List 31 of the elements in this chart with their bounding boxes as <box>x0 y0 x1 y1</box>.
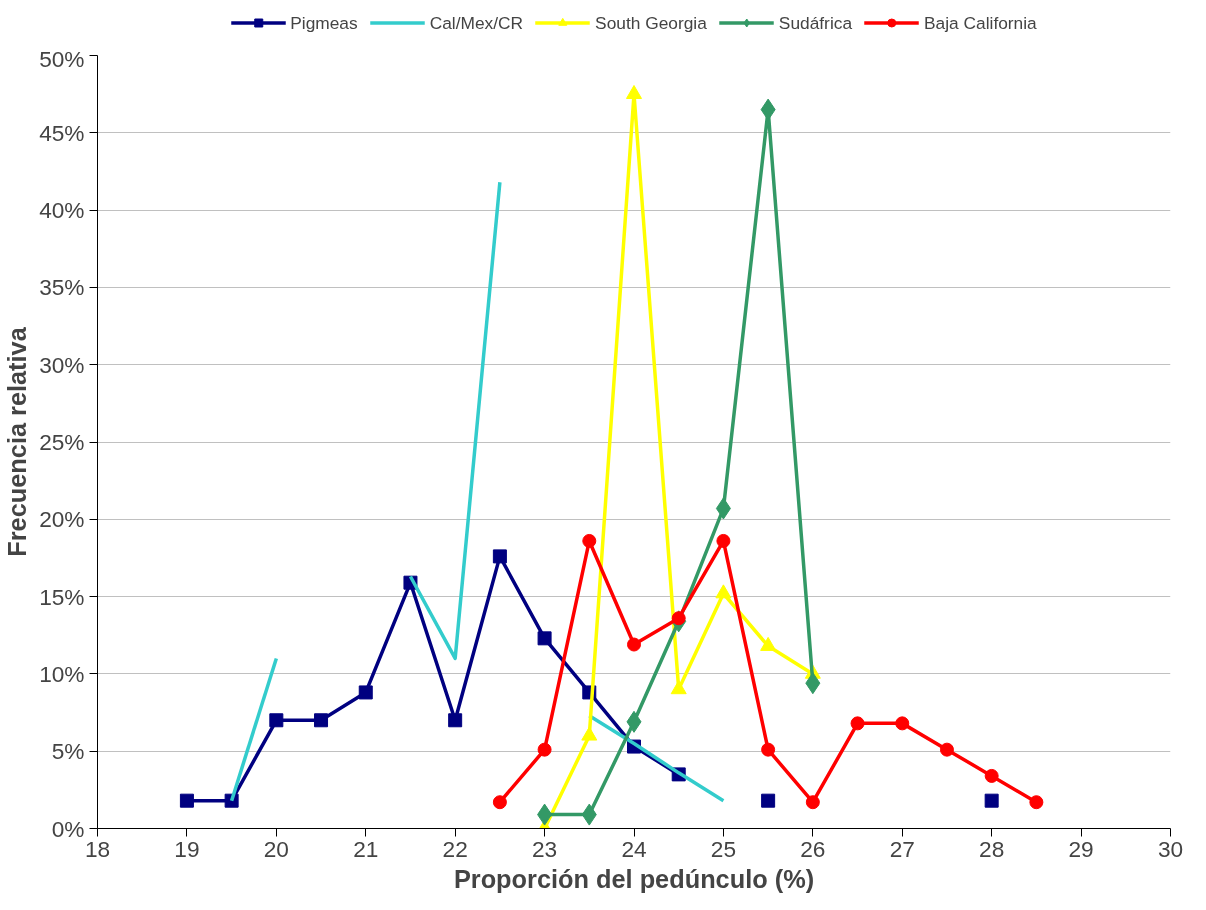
x-tick-label: 27 <box>889 835 915 862</box>
x-tick-label: 24 <box>621 835 647 862</box>
legend-label: Pigmeas <box>290 12 358 33</box>
x-tick-label: 26 <box>800 835 826 862</box>
y-tick-label: 45% <box>39 119 85 146</box>
x-tick-label: 28 <box>979 835 1005 862</box>
y-tick-label: 15% <box>39 583 85 610</box>
y-tick-label: 30% <box>39 351 85 378</box>
y-tick-label: 5% <box>51 738 85 765</box>
x-axis-title: Proporción del pedúnculo (%) <box>453 864 815 893</box>
y-tick-label: 25% <box>39 429 85 455</box>
y-axis-title: Frecuencia relativa <box>3 326 32 557</box>
y-tick-label: 35% <box>39 274 85 301</box>
x-tick-label: 25 <box>710 835 737 862</box>
y-tick-label: 40% <box>39 197 85 224</box>
y-tick-label: 0% <box>51 815 85 842</box>
y-tick-label: 20% <box>39 506 85 533</box>
x-tick-label: 30 <box>1157 835 1184 862</box>
x-tick-label: 20 <box>263 835 289 862</box>
x-tick-label: 29 <box>1068 835 1094 862</box>
legend-label: Sudáfrica <box>778 12 853 33</box>
legend-label: South Georgia <box>595 12 707 33</box>
legend-label: Cal/Mex/CR <box>429 12 524 33</box>
x-tick-label: 19 <box>174 835 200 862</box>
x-tick-label: 18 <box>84 835 111 862</box>
x-tick-label: 21 <box>353 835 379 862</box>
y-tick-label: 50% <box>39 45 85 72</box>
y-tick-label: 10% <box>39 660 85 687</box>
x-tick-label: 23 <box>531 835 558 862</box>
legend-label: Baja California <box>924 12 1037 33</box>
x-tick-label: 22 <box>442 835 468 862</box>
